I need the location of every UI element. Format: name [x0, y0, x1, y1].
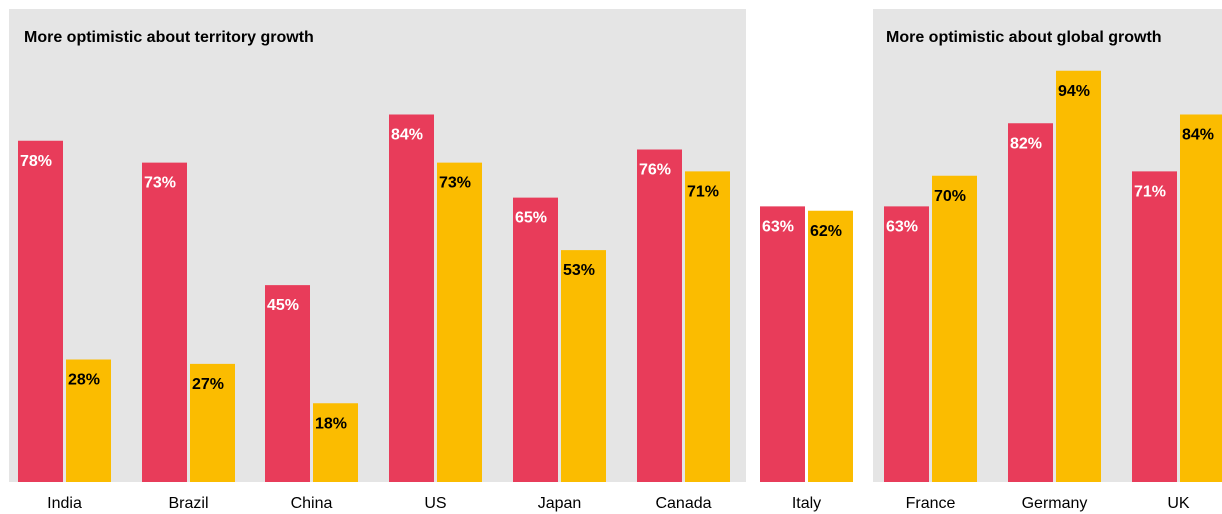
bar-label-china-series-1: 45%: [267, 297, 299, 314]
bar-us-series-1: [389, 114, 434, 482]
bar-india-series-2: [66, 359, 111, 482]
bar-labels-layer: 78% 28% 73% 27% 45% 18% 84% 73% 65% 53% 76% 71% 63% 6…: [20, 83, 1214, 433]
bar-italy-series-2: [808, 210, 853, 482]
bar-label-japan-series-2: 53%: [563, 262, 595, 279]
bar-label-brazil-series-1: 73%: [144, 175, 176, 192]
bar-label-us-series-1: 84%: [391, 127, 423, 144]
bar-india-series-1: [18, 140, 63, 482]
bar-label-india-series-1: 78%: [20, 153, 52, 170]
bar-italy-series-1: [760, 206, 805, 482]
category-labels-layer: India Brazil China US Japan Canada Italy France…: [47, 495, 1190, 512]
panel-global-title: More optimistic about global growth: [886, 29, 1162, 46]
category-label-brazil: Brazil: [168, 495, 208, 512]
bar-china-series-1: [265, 285, 310, 482]
bar-label-brazil-series-2: 27%: [192, 376, 224, 393]
bar-label-canada-series-1: 76%: [639, 162, 671, 179]
bar-france-series-1: [884, 206, 929, 482]
bar-label-china-series-2: 18%: [315, 415, 347, 432]
bar-label-uk-series-2: 84%: [1182, 127, 1214, 144]
bar-japan-series-2: [561, 250, 606, 482]
bar-brazil-series-2: [190, 363, 235, 482]
category-label-uk: UK: [1167, 495, 1190, 512]
bar-label-germany-series-2: 94%: [1058, 83, 1090, 100]
bar-china-series-2: [313, 403, 358, 482]
bar-germany-series-1: [1008, 123, 1053, 482]
bar-japan-series-1: [513, 197, 558, 482]
bar-uk-series-1: [1132, 171, 1177, 482]
bar-canada-series-2: [685, 171, 730, 482]
bar-label-uk-series-1: 71%: [1134, 183, 1166, 200]
bar-germany-series-2: [1056, 70, 1101, 482]
panel-territory-background: [9, 9, 746, 482]
category-label-japan: Japan: [538, 495, 582, 512]
category-label-italy: Italy: [792, 495, 821, 512]
bar-label-india-series-2: 28%: [68, 372, 100, 389]
bar-label-us-series-2: 73%: [439, 175, 471, 192]
bar-us-series-2: [437, 162, 482, 482]
panel-territory-title: More optimistic about territory growth: [24, 29, 314, 46]
category-label-india: India: [47, 495, 82, 512]
bar-label-france-series-2: 70%: [934, 188, 966, 205]
bar-label-italy-series-1: 63%: [762, 218, 794, 235]
category-label-china: China: [291, 495, 333, 512]
category-label-us: US: [424, 495, 446, 512]
bar-canada-series-1: [637, 149, 682, 482]
bar-label-canada-series-2: 71%: [687, 183, 719, 200]
bars-layer: [18, 70, 1222, 482]
category-label-canada: Canada: [655, 495, 711, 512]
bar-label-france-series-1: 63%: [886, 218, 918, 235]
bar-uk-series-2: [1180, 114, 1222, 482]
bar-label-germany-series-1: 82%: [1010, 135, 1042, 152]
category-label-germany: Germany: [1022, 495, 1088, 512]
bar-label-italy-series-2: 62%: [810, 223, 842, 240]
category-label-france: France: [906, 495, 956, 512]
bar-brazil-series-1: [142, 162, 187, 482]
bar-france-series-2: [932, 175, 977, 482]
bar-label-japan-series-1: 65%: [515, 210, 547, 227]
